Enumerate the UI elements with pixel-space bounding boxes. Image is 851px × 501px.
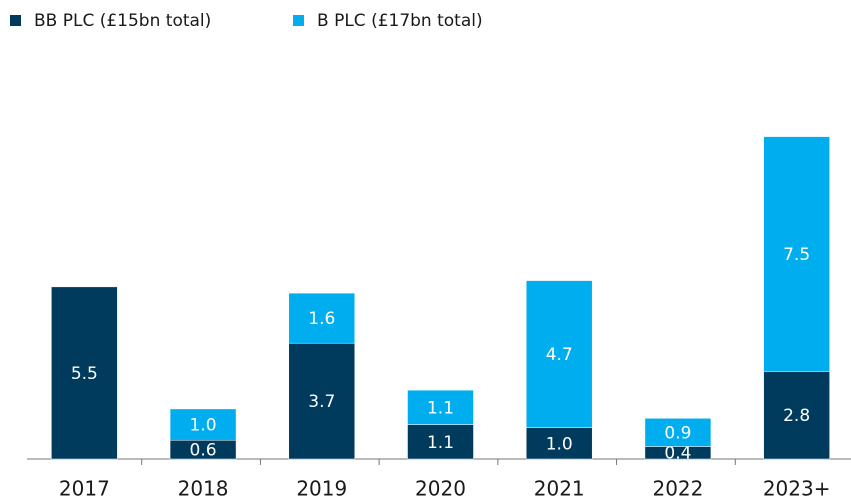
bar-segment — [51, 286, 118, 460]
data-label: 1.1 — [427, 398, 454, 418]
legend-swatch — [10, 15, 21, 26]
data-label: 4.7 — [546, 345, 573, 365]
bar-segment — [525, 427, 593, 460]
data-label: 5.5 — [71, 364, 98, 384]
bar-segment — [525, 280, 593, 428]
bar-segment — [288, 292, 356, 344]
data-label: 2.8 — [783, 406, 810, 426]
x-tick-label: 2021 — [534, 477, 585, 501]
bar-segment — [407, 424, 474, 460]
x-tick-label: 2019 — [296, 477, 347, 501]
data-label: 0.6 — [190, 441, 217, 461]
bar-segment — [763, 371, 830, 460]
legend-label: BB PLC (£15bn total) — [34, 11, 211, 31]
bar-segment — [407, 389, 474, 425]
data-label: 7.5 — [783, 245, 810, 265]
bar-segment — [169, 408, 237, 441]
x-tick-label: 2022 — [652, 477, 703, 501]
legend-swatch — [293, 15, 304, 26]
bar-segment — [644, 418, 712, 447]
data-label: 1.1 — [427, 433, 454, 453]
x-tick-label: 2023+ — [763, 477, 831, 501]
bar-segment — [288, 342, 356, 460]
x-tick-label: 2017 — [59, 477, 110, 501]
x-tick-label: 2020 — [415, 477, 466, 501]
data-label: 1.0 — [190, 416, 217, 436]
data-label: 1.0 — [546, 434, 573, 454]
data-label: 1.6 — [308, 309, 335, 329]
data-label: 0.9 — [664, 423, 691, 443]
bar-segment — [763, 136, 830, 372]
x-tick-label: 2018 — [178, 477, 229, 501]
legend-label: B PLC (£17bn total) — [317, 11, 483, 31]
data-label: 3.7 — [308, 392, 335, 412]
data-label: 0.4 — [664, 444, 691, 464]
